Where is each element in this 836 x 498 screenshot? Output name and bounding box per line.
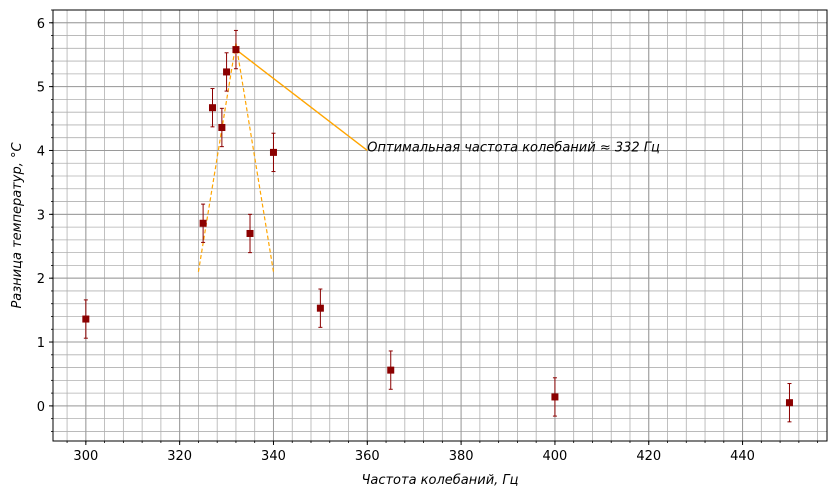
- data-point: [387, 366, 395, 374]
- x-axis-ticks: 300 320 340 360 380 400 420 440: [66, 441, 819, 464]
- data-point: [199, 219, 207, 227]
- plot-frame: [52, 9, 828, 442]
- data-point: [269, 148, 277, 156]
- y-tick-label: 5: [37, 81, 45, 96]
- data-point: [232, 46, 240, 54]
- error-bars: [83, 29, 792, 423]
- data-point: [208, 104, 216, 112]
- annotation-line: [235, 49, 368, 152]
- x-tick-label: 380: [449, 449, 474, 464]
- data-point: [785, 399, 793, 407]
- y-tick-label: 6: [37, 17, 45, 32]
- x-tick-label: 340: [261, 449, 286, 464]
- data-point: [218, 123, 226, 131]
- data-point: [551, 393, 559, 401]
- y-tick-label: 4: [37, 144, 45, 159]
- y-tick-label: 2: [37, 272, 45, 287]
- x-tick-label: 320: [167, 449, 192, 464]
- data-point: [246, 229, 254, 237]
- data-point: [82, 315, 90, 323]
- x-tick-label: 300: [73, 449, 98, 464]
- minor-grid: [53, 9, 827, 441]
- y-tick-label: 0: [37, 400, 45, 415]
- data-point: [223, 68, 231, 76]
- major-grid: [53, 10, 827, 441]
- x-tick-label: 400: [543, 449, 568, 464]
- x-tick-label: 360: [355, 449, 380, 464]
- x-axis-label: Частота колебаний, Гц: [361, 473, 518, 488]
- y-axis-label: Разница температур, °C: [10, 142, 25, 309]
- data-points: [82, 46, 793, 407]
- annotation-arrow: [235, 49, 368, 152]
- x-tick-label: 440: [730, 449, 755, 464]
- y-tick-label: 3: [37, 208, 45, 223]
- x-tick-label: 420: [636, 449, 661, 464]
- data-point: [316, 304, 324, 312]
- y-axis-ticks: 0 1 2 3 4 5 6: [37, 9, 53, 432]
- annotation-text: Оптимальная частота колебаний ≈ 332 Гц: [367, 140, 660, 155]
- y-tick-label: 1: [37, 336, 45, 351]
